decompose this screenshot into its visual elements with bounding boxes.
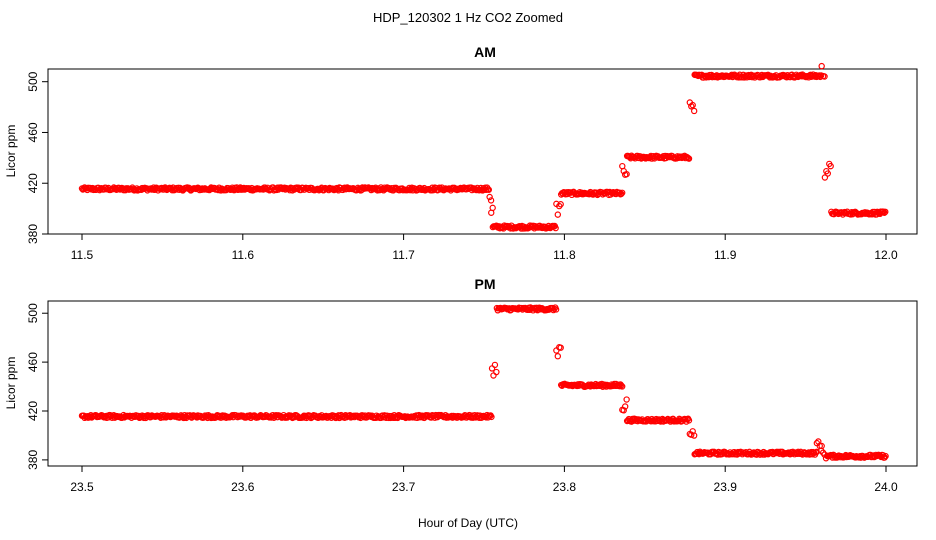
am-x-axis: 11.5 11.6 11.7 11.8 11.9 12.0: [71, 234, 898, 262]
am-x-tick-label: 11.6: [232, 248, 255, 262]
pm-y-tick-label: 460: [26, 352, 40, 372]
figure-title: HDP_120302 1 Hz CO2 Zoomed: [373, 10, 563, 25]
am-y-tick-label: 380: [26, 224, 40, 244]
pm-y-tick-label: 420: [26, 401, 40, 421]
pm-x-tick-label: 23.9: [714, 480, 738, 494]
am-data-point: [818, 62, 825, 70]
pm-data-point: [493, 368, 500, 376]
pm-y-axis-label: Licor ppm: [4, 357, 18, 410]
pm-data-point: [491, 361, 499, 369]
pm-data-point: [690, 432, 698, 439]
am-panel: AM Licor ppm 11.5 11.6 11.7 11.8 11.9 12.0 38…: [4, 44, 918, 262]
am-x-tick-label: 11.8: [553, 248, 576, 262]
pm-data-point: [623, 396, 630, 403]
am-data-point: [619, 162, 626, 170]
am-data-point: [821, 73, 828, 80]
am-data-point: [486, 193, 493, 201]
pm-data-point: [621, 403, 629, 410]
pm-x-tick-label: 23.6: [231, 480, 255, 494]
pm-panel: PM Licor ppm 23.5 23.6 23.7 23.8 23.9 24.0 38…: [4, 276, 918, 494]
am-data-point: [552, 224, 559, 232]
am-data-point: [824, 170, 831, 177]
am-x-tick-label: 11.5: [71, 248, 94, 262]
am-data-point: [685, 155, 693, 162]
am-data-point: [554, 211, 562, 218]
pm-data-point: [688, 431, 695, 438]
pm-data-point: [488, 413, 495, 421]
am-data-point: [689, 101, 696, 109]
pm-x-tick-label: 23.5: [70, 480, 94, 494]
pm-data-point: [818, 442, 825, 450]
pm-x-tick-label: 24.0: [874, 480, 898, 494]
am-data-point: [489, 204, 496, 212]
am-y-axis: 380 420 460 500: [26, 71, 48, 244]
pm-x-axis: 23.5 23.6 23.7 23.8 23.9 24.0: [70, 466, 898, 494]
pm-data-point: [619, 383, 626, 390]
am-y-tick-label: 460: [26, 122, 40, 142]
am-data-point: [690, 107, 698, 115]
am-data-points: [78, 62, 889, 232]
pm-plot-frame: [47, 300, 918, 467]
am-y-tick-label: 500: [26, 71, 40, 91]
pm-data-points: [78, 304, 889, 462]
am-data-point: [618, 190, 625, 198]
pm-x-tick-label: 23.7: [392, 480, 416, 494]
am-x-tick-label: 11.9: [714, 248, 737, 262]
am-data-point: [557, 201, 564, 208]
am-data-point: [688, 103, 695, 110]
x-axis-label: Hour of Day (UTC): [418, 516, 518, 530]
pm-data-point: [552, 306, 560, 313]
am-data-point: [827, 162, 834, 170]
pm-panel-title: PM: [475, 276, 496, 292]
am-data-point: [882, 208, 889, 216]
am-plot-frame: [47, 68, 918, 235]
pm-data-point: [618, 382, 625, 389]
pm-data-point: [490, 372, 497, 379]
am-x-tick-label: 12.0: [874, 248, 898, 262]
pm-x-tick-label: 23.8: [553, 480, 577, 494]
pm-y-axis: 380 420 460 500: [26, 303, 48, 470]
pm-data-point: [620, 407, 627, 414]
am-data-point: [881, 209, 888, 216]
am-data-point: [619, 189, 626, 196]
am-y-axis-label: Licor ppm: [4, 125, 18, 178]
pm-y-tick-label: 380: [26, 450, 40, 470]
am-y-tick-label: 420: [26, 173, 40, 193]
pm-data-point: [882, 452, 889, 460]
am-data-point: [623, 170, 630, 178]
pm-y-tick-label: 500: [26, 303, 40, 323]
pm-data-point: [557, 344, 564, 351]
pm-data-point: [554, 352, 562, 360]
am-data-point: [487, 197, 495, 204]
am-data-point: [485, 186, 493, 193]
pm-data-point: [685, 417, 693, 424]
am-x-tick-label: 11.7: [392, 248, 415, 262]
am-panel-title: AM: [474, 44, 496, 60]
